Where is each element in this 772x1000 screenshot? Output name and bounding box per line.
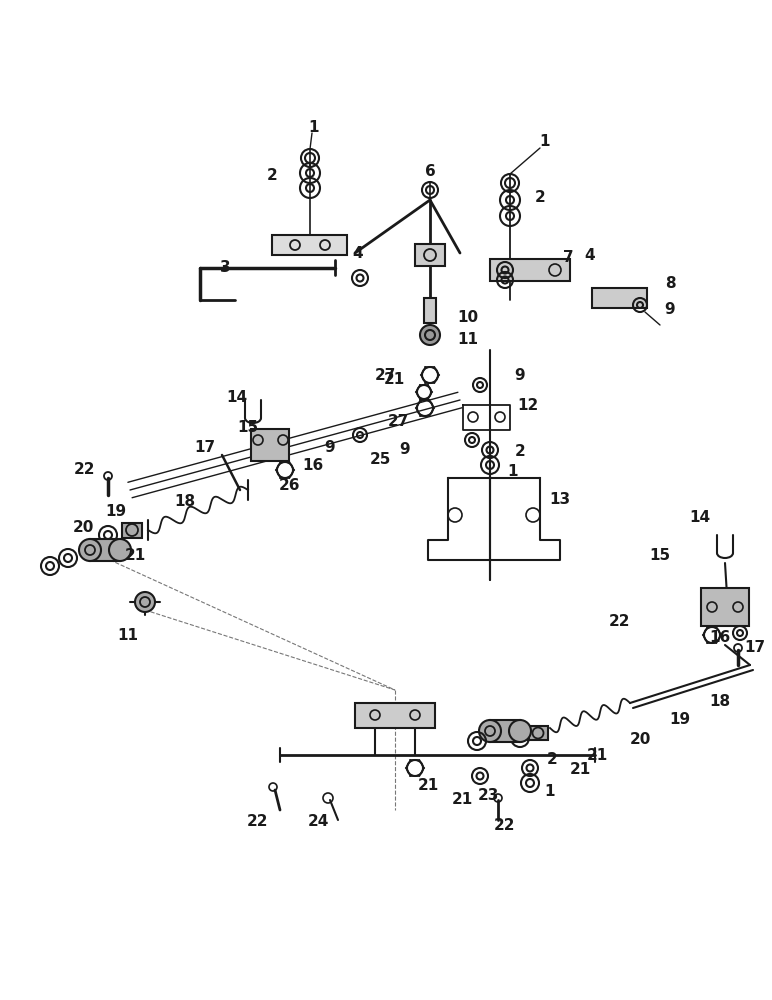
Text: 2: 2 <box>535 190 545 206</box>
Text: 27: 27 <box>374 367 396 382</box>
Bar <box>273 235 347 255</box>
Text: 21: 21 <box>452 792 472 808</box>
Text: 2: 2 <box>515 444 526 460</box>
Text: 21: 21 <box>418 778 438 792</box>
Text: 21: 21 <box>384 372 405 387</box>
Text: 15: 15 <box>238 420 259 436</box>
Text: 18: 18 <box>174 494 195 510</box>
Circle shape <box>509 720 531 742</box>
Text: 2: 2 <box>547 752 557 768</box>
Text: 22: 22 <box>74 462 96 478</box>
Text: 26: 26 <box>279 478 301 492</box>
Text: 4: 4 <box>584 247 595 262</box>
Text: 9: 9 <box>400 442 410 458</box>
Text: 2: 2 <box>266 167 277 182</box>
Text: 27: 27 <box>388 414 408 430</box>
Bar <box>415 244 445 266</box>
Text: 1: 1 <box>540 134 550 149</box>
Text: 24: 24 <box>307 814 329 830</box>
Text: 22: 22 <box>494 818 516 832</box>
Text: 9: 9 <box>665 302 676 318</box>
Bar <box>122 522 142 538</box>
Text: 11: 11 <box>458 332 479 348</box>
Text: 14: 14 <box>689 510 710 526</box>
Text: 8: 8 <box>665 275 676 290</box>
Circle shape <box>420 325 440 345</box>
Text: 16: 16 <box>709 631 730 646</box>
Text: 19: 19 <box>106 504 127 520</box>
Text: 11: 11 <box>117 628 138 643</box>
Text: 10: 10 <box>458 310 479 326</box>
Text: 7: 7 <box>563 250 574 265</box>
Text: 4: 4 <box>353 245 364 260</box>
Text: 13: 13 <box>550 492 571 508</box>
Bar <box>701 588 749 626</box>
Circle shape <box>135 592 155 612</box>
Text: 21: 21 <box>570 762 591 778</box>
Text: 16: 16 <box>303 458 323 474</box>
Text: 14: 14 <box>226 390 248 406</box>
Bar <box>528 726 548 740</box>
Bar <box>355 702 435 728</box>
Text: 12: 12 <box>517 397 539 412</box>
Text: 21: 21 <box>587 748 608 762</box>
Text: 1: 1 <box>545 784 555 800</box>
Bar <box>251 429 289 461</box>
Text: 1: 1 <box>309 119 320 134</box>
Text: 18: 18 <box>709 694 730 710</box>
Text: 23: 23 <box>477 788 499 802</box>
Text: 17: 17 <box>195 440 215 456</box>
Text: 17: 17 <box>744 641 766 656</box>
Bar <box>490 720 520 742</box>
Text: 1: 1 <box>508 464 518 480</box>
Text: 22: 22 <box>247 814 269 830</box>
Bar <box>424 298 436 322</box>
Circle shape <box>109 539 131 561</box>
Bar <box>592 288 648 308</box>
Circle shape <box>479 720 501 742</box>
Text: 20: 20 <box>629 732 651 748</box>
Bar <box>490 259 570 281</box>
Text: 3: 3 <box>220 260 230 275</box>
Text: 9: 9 <box>515 367 525 382</box>
Text: 15: 15 <box>649 548 671 562</box>
Text: 21: 21 <box>124 548 146 562</box>
Text: 19: 19 <box>669 712 691 728</box>
Text: 25: 25 <box>369 452 391 468</box>
Text: 6: 6 <box>425 164 435 180</box>
Text: 9: 9 <box>325 440 335 456</box>
Text: 20: 20 <box>73 520 93 534</box>
Bar <box>90 539 120 561</box>
Text: 22: 22 <box>609 614 631 630</box>
Circle shape <box>79 539 101 561</box>
